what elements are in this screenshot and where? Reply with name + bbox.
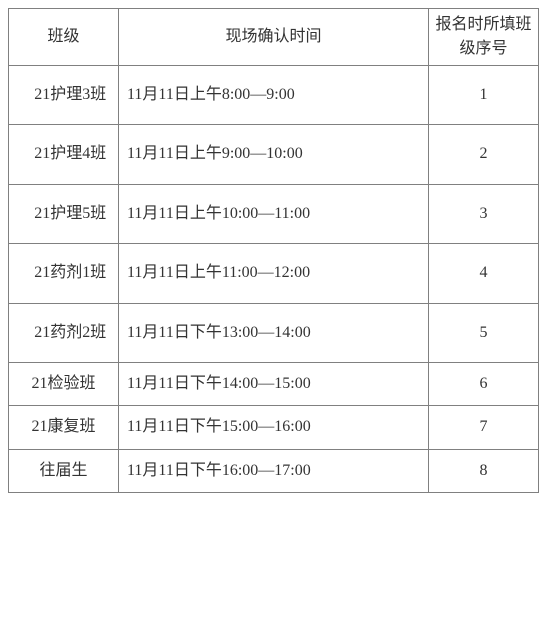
cell-time: 11月11日上午9:00—10:00 — [119, 125, 429, 184]
cell-class: 21护理5班 — [9, 184, 119, 243]
cell-class: 21护理4班 — [9, 125, 119, 184]
cell-seq: 6 — [429, 362, 539, 405]
table-row: 21检验班11月11日下午14:00—15:006 — [9, 362, 539, 405]
header-time: 现场确认时间 — [119, 9, 429, 66]
cell-time: 11月11日下午16:00—17:00 — [119, 449, 429, 492]
table-row: 21药剂2班11月11日下午13:00—14:005 — [9, 303, 539, 362]
cell-class: 21护理3班 — [9, 66, 119, 125]
header-seq: 报名时所填班级序号 — [429, 9, 539, 66]
header-class: 班级 — [9, 9, 119, 66]
cell-time: 11月11日下午14:00—15:00 — [119, 362, 429, 405]
table-body: 21护理3班11月11日上午8:00—9:00121护理4班11月11日上午9:… — [9, 66, 539, 493]
table-row: 往届生11月11日下午16:00—17:008 — [9, 449, 539, 492]
table-row: 21护理4班11月11日上午9:00—10:002 — [9, 125, 539, 184]
header-row: 班级 现场确认时间 报名时所填班级序号 — [9, 9, 539, 66]
schedule-table: 班级 现场确认时间 报名时所填班级序号 21护理3班11月11日上午8:00—9… — [8, 8, 539, 493]
cell-seq: 2 — [429, 125, 539, 184]
cell-seq: 8 — [429, 449, 539, 492]
cell-seq: 5 — [429, 303, 539, 362]
cell-class: 往届生 — [9, 449, 119, 492]
cell-time: 11月11日下午15:00—16:00 — [119, 406, 429, 449]
cell-class: 21药剂1班 — [9, 244, 119, 303]
cell-time: 11月11日下午13:00—14:00 — [119, 303, 429, 362]
cell-time: 11月11日上午8:00—9:00 — [119, 66, 429, 125]
cell-time: 11月11日上午11:00—12:00 — [119, 244, 429, 303]
table-row: 21护理3班11月11日上午8:00—9:001 — [9, 66, 539, 125]
table-row: 21护理5班11月11日上午10:00—11:003 — [9, 184, 539, 243]
cell-class: 21药剂2班 — [9, 303, 119, 362]
cell-seq: 3 — [429, 184, 539, 243]
table-row: 21康复班11月11日下午15:00—16:007 — [9, 406, 539, 449]
cell-class: 21检验班 — [9, 362, 119, 405]
cell-time: 11月11日上午10:00—11:00 — [119, 184, 429, 243]
table-row: 21药剂1班11月11日上午11:00—12:004 — [9, 244, 539, 303]
cell-class: 21康复班 — [9, 406, 119, 449]
cell-seq: 4 — [429, 244, 539, 303]
cell-seq: 7 — [429, 406, 539, 449]
cell-seq: 1 — [429, 66, 539, 125]
